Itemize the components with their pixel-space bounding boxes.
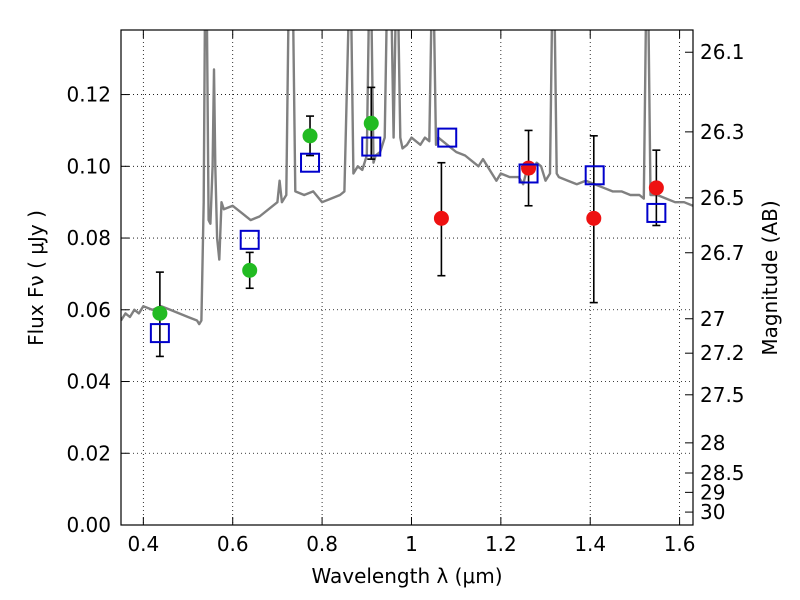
model-square-point — [361, 136, 382, 157]
model-square-point — [149, 323, 170, 344]
y2-tick-label: 28.5 — [700, 461, 745, 485]
marker-layer — [149, 86, 667, 358]
y2-tick-label: 27 — [700, 307, 725, 331]
y-tick-label: 0.06 — [66, 298, 111, 322]
x-axis-label: Wavelength λ (μm) — [311, 564, 502, 588]
plot-area — [121, 30, 693, 326]
model-square-point — [518, 163, 539, 184]
green-data-point — [152, 305, 168, 321]
red-data-point — [521, 160, 537, 176]
y-axis-label: Flux Fν ( μJy ) — [24, 210, 48, 346]
spectrum-line — [121, 30, 693, 326]
green-data-point — [302, 128, 318, 144]
x-tick-label: 1.4 — [574, 532, 606, 556]
red-data-point — [433, 210, 449, 226]
y2-tick-label: 28 — [700, 431, 725, 455]
y2-tick-label: 27.2 — [700, 341, 745, 365]
y2-tick-label: 30 — [700, 500, 725, 524]
red-data-point — [586, 210, 602, 226]
y2-tick-label: 29 — [700, 480, 725, 504]
axes-ticks: 0.4 0.6 0.8 1 1.2 1.4 1.6 0.00 0.02 0.04 0.06 0.08 0… — [66, 30, 745, 556]
model-square-point — [437, 127, 458, 148]
y-tick-label: 0.10 — [66, 154, 111, 178]
green-data-point — [242, 262, 258, 278]
model-square-point — [300, 152, 321, 173]
red-data-point — [648, 180, 664, 196]
y-tick-label: 0.12 — [66, 83, 111, 107]
y-tick-label: 0.08 — [66, 226, 111, 250]
y2-tick-label: 27.5 — [700, 383, 745, 407]
y2-axis-label: Magnitude (AB) — [758, 200, 782, 355]
x-tick-label: 1.2 — [485, 532, 517, 556]
x-tick-label: 0.8 — [306, 532, 338, 556]
y-tick-label: 0.00 — [66, 513, 111, 537]
model-square-point — [584, 165, 605, 186]
y-tick-label: 0.04 — [66, 370, 111, 394]
x-tick-label: 1 — [405, 532, 418, 556]
x-tick-label: 0.6 — [217, 532, 249, 556]
y2-tick-label: 26.1 — [700, 40, 745, 64]
y2-tick-label: 26.5 — [700, 186, 745, 210]
green-data-point — [363, 115, 379, 131]
plot-frame — [120, 29, 694, 526]
x-tick-label: 1.6 — [664, 532, 696, 556]
y2-tick-label: 26.7 — [700, 241, 745, 265]
plot-background — [121, 30, 693, 525]
y2-tick-label: 26.3 — [700, 120, 745, 144]
y-tick-label: 0.02 — [66, 441, 111, 465]
model-square-point — [239, 229, 260, 250]
model-square-point — [646, 202, 667, 223]
x-tick-label: 0.4 — [127, 532, 159, 556]
